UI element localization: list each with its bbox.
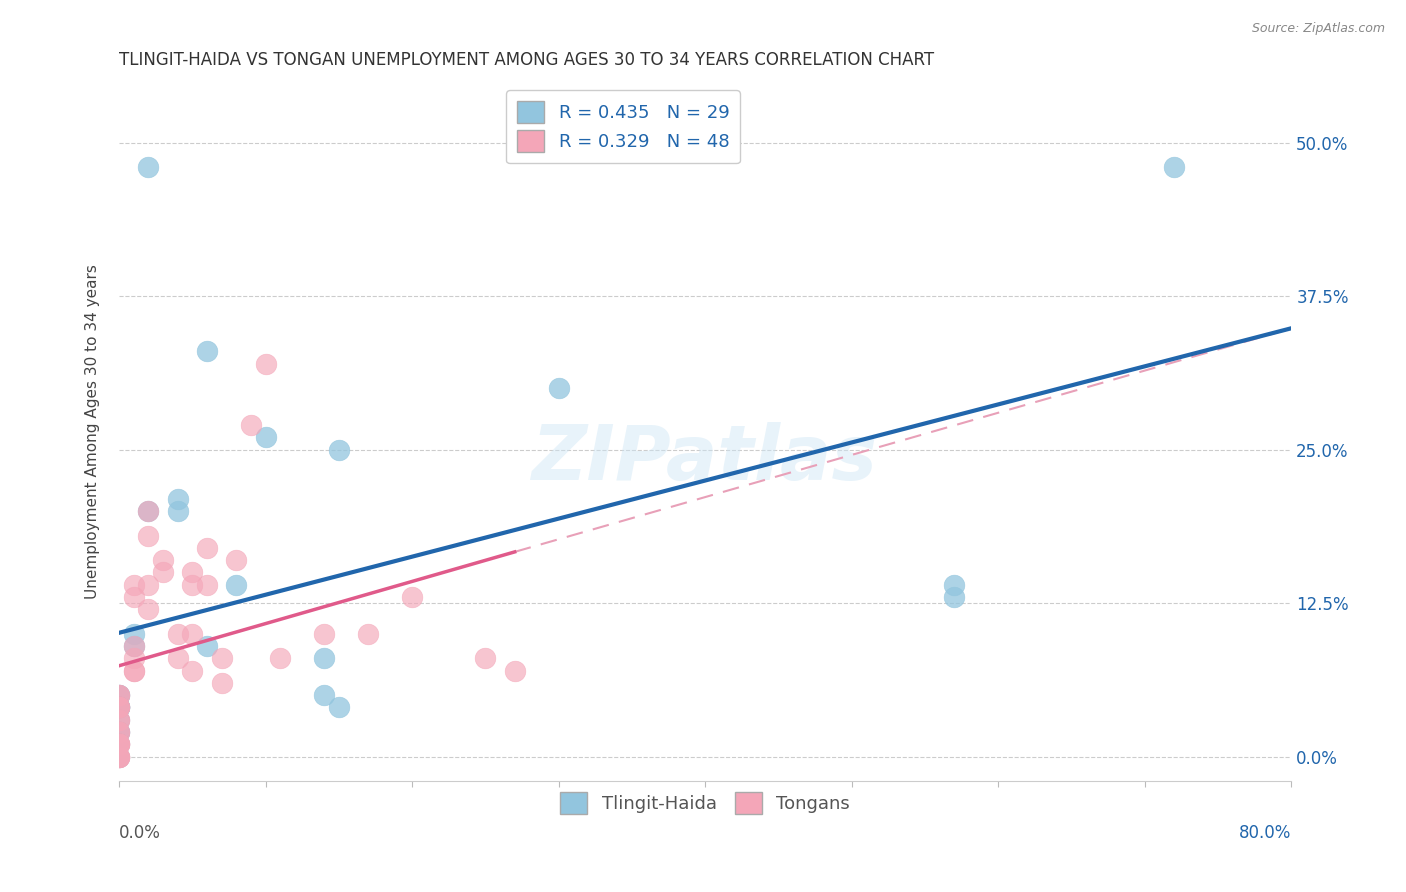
Point xyxy=(108,737,131,751)
Point xyxy=(138,161,160,175)
Point xyxy=(138,504,160,518)
Point xyxy=(314,627,336,641)
Point xyxy=(166,627,188,641)
Point xyxy=(108,700,131,714)
Point xyxy=(108,725,131,739)
Point xyxy=(108,725,131,739)
Point xyxy=(108,688,131,702)
Point xyxy=(108,725,131,739)
Point xyxy=(152,553,174,567)
Point xyxy=(254,357,277,371)
Text: 0.0%: 0.0% xyxy=(120,824,160,842)
Point xyxy=(138,504,160,518)
Point xyxy=(108,737,131,751)
Point xyxy=(195,541,218,555)
Point xyxy=(211,651,233,665)
Point xyxy=(239,418,262,433)
Point xyxy=(108,700,131,714)
Point xyxy=(314,688,336,702)
Point xyxy=(138,528,160,542)
Point xyxy=(108,749,131,764)
Point xyxy=(108,688,131,702)
Point xyxy=(108,688,131,702)
Point xyxy=(122,664,145,678)
Point xyxy=(547,381,569,395)
Point xyxy=(108,725,131,739)
Point xyxy=(474,651,496,665)
Text: 80.0%: 80.0% xyxy=(1239,824,1291,842)
Point xyxy=(211,676,233,690)
Point xyxy=(108,713,131,727)
Point xyxy=(108,700,131,714)
Point xyxy=(108,749,131,764)
Point xyxy=(401,590,423,604)
Point xyxy=(122,651,145,665)
Point xyxy=(138,602,160,616)
Point xyxy=(225,578,247,592)
Point xyxy=(122,639,145,653)
Point xyxy=(166,651,188,665)
Point xyxy=(328,442,350,457)
Point xyxy=(108,700,131,714)
Point xyxy=(181,578,204,592)
Point xyxy=(1163,161,1185,175)
Point xyxy=(108,688,131,702)
Point xyxy=(181,664,204,678)
Point xyxy=(108,700,131,714)
Point xyxy=(254,430,277,444)
Text: Source: ZipAtlas.com: Source: ZipAtlas.com xyxy=(1251,22,1385,36)
Point xyxy=(195,639,218,653)
Point xyxy=(122,627,145,641)
Y-axis label: Unemployment Among Ages 30 to 34 years: Unemployment Among Ages 30 to 34 years xyxy=(86,264,100,599)
Point xyxy=(943,590,966,604)
Point xyxy=(108,700,131,714)
Point xyxy=(225,553,247,567)
Point xyxy=(108,713,131,727)
Point xyxy=(943,578,966,592)
Point xyxy=(122,664,145,678)
Point xyxy=(166,504,188,518)
Point xyxy=(108,737,131,751)
Point xyxy=(108,749,131,764)
Point xyxy=(503,664,526,678)
Point xyxy=(122,590,145,604)
Point xyxy=(152,566,174,580)
Point xyxy=(269,651,291,665)
Point xyxy=(195,578,218,592)
Legend: Tlingit-Haida, Tongans: Tlingit-Haida, Tongans xyxy=(553,785,858,822)
Point xyxy=(108,700,131,714)
Point xyxy=(122,578,145,592)
Point xyxy=(122,639,145,653)
Point xyxy=(357,627,380,641)
Text: ZIPatlas: ZIPatlas xyxy=(533,422,879,496)
Point xyxy=(108,749,131,764)
Point xyxy=(138,578,160,592)
Point xyxy=(181,566,204,580)
Point xyxy=(166,491,188,506)
Point xyxy=(108,749,131,764)
Point xyxy=(314,651,336,665)
Point xyxy=(181,627,204,641)
Point xyxy=(328,700,350,714)
Point xyxy=(108,737,131,751)
Text: TLINGIT-HAIDA VS TONGAN UNEMPLOYMENT AMONG AGES 30 TO 34 YEARS CORRELATION CHART: TLINGIT-HAIDA VS TONGAN UNEMPLOYMENT AMO… xyxy=(120,51,934,69)
Point xyxy=(195,344,218,359)
Point xyxy=(108,713,131,727)
Point xyxy=(108,737,131,751)
